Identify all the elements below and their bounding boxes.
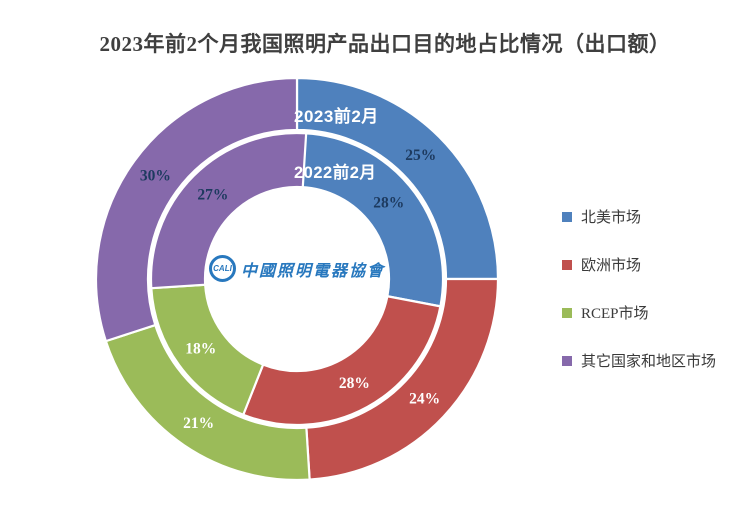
- slice-value-label: 25%: [405, 147, 436, 164]
- legend-swatch-rcep: [562, 307, 572, 318]
- chart-title: 2023年前2个月我国照明产品出口目的地占比情况（出口额）: [99, 32, 671, 56]
- ring-name-label: 2022前2月: [294, 162, 376, 182]
- slice-value-label: 28%: [339, 375, 370, 392]
- slice-value-label: 24%: [409, 390, 440, 407]
- legend-item-north-america: 北美市场: [562, 206, 716, 227]
- legend-label: 其它国家和地区市场: [581, 354, 717, 370]
- donut-segment-inner-1: [242, 295, 442, 427]
- cali-logo: CALI 中國照明電器協會: [209, 255, 385, 282]
- legend-item-other: 其它国家和地区市场: [562, 350, 716, 371]
- legend-swatch-europe: [562, 259, 572, 270]
- legend-label: 北美市场: [581, 210, 642, 226]
- slice-value-label: 21%: [183, 415, 214, 432]
- slice-value-label: 18%: [185, 340, 216, 357]
- ring-name-label: 2023前2月: [294, 106, 379, 126]
- logo-acronym: CALI: [213, 264, 232, 273]
- legend-swatch-north-america: [562, 211, 572, 222]
- slice-value-label: 30%: [140, 168, 171, 185]
- legend-item-europe: 欧洲市场: [562, 254, 716, 275]
- donut-segment-inner-0: [295, 131, 445, 308]
- slice-value-label: 28%: [373, 195, 404, 212]
- legend-label: RCEP市场: [581, 306, 649, 322]
- slice-value-label: 27%: [197, 186, 228, 203]
- donut-segment-outer-3: [94, 76, 299, 343]
- legend-item-rcep: RCEP市场: [562, 302, 716, 323]
- cali-logo-icon: CALI: [209, 255, 236, 282]
- logo-text: 中國照明電器協會: [241, 262, 386, 280]
- donut-segment-inner-3: [149, 131, 308, 290]
- legend-swatch-other: [562, 355, 572, 366]
- legend: 北美市场 欧洲市场 RCEP市场 其它国家和地区市场: [562, 206, 716, 371]
- legend-label: 欧洲市场: [581, 258, 642, 274]
